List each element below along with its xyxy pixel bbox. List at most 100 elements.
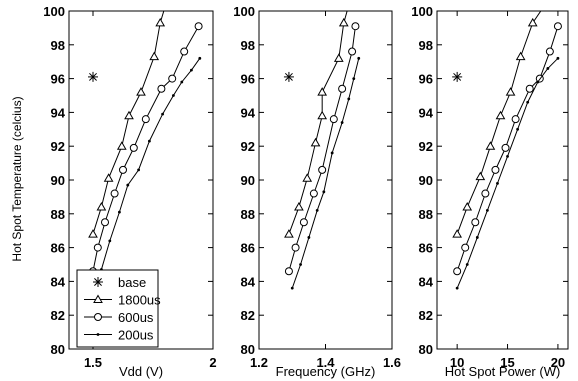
point-1800us (284, 229, 294, 238)
point-600us (471, 218, 480, 227)
point-1800us (338, 17, 349, 27)
point-1800us (485, 141, 496, 150)
point-600us (309, 189, 318, 198)
point-600us (461, 243, 470, 252)
point-200us (357, 56, 361, 60)
y-tick-label: 94 (419, 105, 434, 120)
y-tick-label: 100 (411, 4, 433, 19)
panel-3-series (452, 11, 562, 290)
point-1800us (310, 137, 321, 147)
point-200us (161, 112, 165, 116)
y-tick-label: 96 (51, 72, 65, 87)
point-600us (525, 84, 534, 93)
point-1800us (495, 110, 506, 120)
point-200us (108, 239, 112, 243)
x-tick-label: 1.5 (84, 355, 102, 370)
legend-marker-200us (96, 333, 100, 336)
y-tick-label: 86 (419, 241, 433, 256)
point-200us (315, 209, 319, 212)
y-tick-label: 98 (419, 38, 433, 53)
series-line-200us (100, 58, 201, 270)
point-1800us (317, 110, 328, 120)
point-base-stroke-3 (453, 72, 462, 81)
point-1800us (136, 87, 146, 96)
point-600us (329, 115, 338, 124)
point-600us (180, 47, 189, 56)
y-tick-label: 100 (233, 4, 255, 19)
y-tick-label: 96 (241, 72, 255, 87)
point-600us (291, 243, 300, 252)
point-200us (126, 183, 130, 187)
point-600us (348, 47, 357, 56)
point-1800us (103, 173, 114, 182)
legend-label-200us: 200us (118, 328, 154, 343)
point-1800us (527, 17, 538, 27)
legend-marker-1800us (93, 294, 103, 303)
point-1800us (462, 202, 473, 211)
point-200us (546, 67, 550, 70)
series-line-600us (92, 25, 200, 272)
point-200us (330, 151, 334, 155)
x-tick-label: 1.2 (250, 355, 268, 370)
point-200us (322, 190, 326, 194)
y-tick-label: 88 (419, 207, 433, 222)
point-200us (485, 209, 489, 212)
y-tick-label: 84 (51, 274, 66, 289)
y-tick-label: 94 (51, 105, 66, 120)
point-200us (190, 68, 193, 72)
series-line-1800us (288, 11, 348, 235)
point-600us (318, 165, 327, 174)
series-line-200us (291, 58, 360, 289)
point-600us (338, 84, 347, 93)
point-1800us (116, 141, 127, 150)
legend-marker-base-stroke-3 (94, 278, 102, 286)
y-tick-label: 98 (51, 38, 65, 53)
point-1800us (515, 51, 526, 61)
panel-3-frame (436, 10, 569, 350)
point-200us (536, 80, 540, 84)
y-tick-label: 94 (241, 105, 256, 120)
point-200us (506, 154, 509, 158)
point-1800us (88, 229, 98, 238)
point-200us (352, 77, 356, 80)
point-200us (475, 236, 479, 239)
point-200us (172, 94, 175, 97)
y-tick-label: 98 (241, 38, 255, 53)
point-200us (516, 127, 520, 131)
point-600us (110, 189, 119, 198)
legend-marker-600us (94, 313, 102, 321)
y-tick-label: 84 (241, 274, 256, 289)
point-600us (553, 22, 562, 31)
point-1800us (302, 173, 313, 182)
point-200us (347, 97, 351, 101)
point-200us (180, 80, 184, 84)
point-600us (545, 47, 554, 56)
point-200us (198, 56, 202, 60)
point-1800us (155, 17, 166, 27)
y-tick-label: 80 (419, 342, 433, 357)
point-200us (290, 286, 294, 290)
point-600us (491, 165, 500, 174)
point-600us (119, 165, 127, 174)
point-600us (481, 189, 490, 198)
point-600us (351, 22, 360, 31)
point-200us (148, 139, 151, 143)
y-tick-label: 92 (419, 139, 433, 154)
point-1800us (294, 202, 304, 211)
panel-1-series (88, 11, 203, 276)
x-tick-label: 1.4 (316, 355, 335, 370)
x-tick-label: 10 (450, 355, 464, 370)
point-200us (556, 56, 560, 60)
point-1800us (96, 202, 107, 211)
y-tick-label: 90 (241, 173, 255, 188)
point-600us (501, 143, 510, 152)
point-600us (101, 218, 109, 227)
y-tick-label: 92 (51, 139, 65, 154)
point-600us (168, 74, 177, 83)
y-tick-label: 82 (241, 308, 255, 323)
x-axis-label: Vdd (V) (119, 364, 163, 379)
x-tick-label: 15 (500, 355, 514, 370)
point-base (283, 71, 294, 82)
point-200us (496, 181, 499, 185)
